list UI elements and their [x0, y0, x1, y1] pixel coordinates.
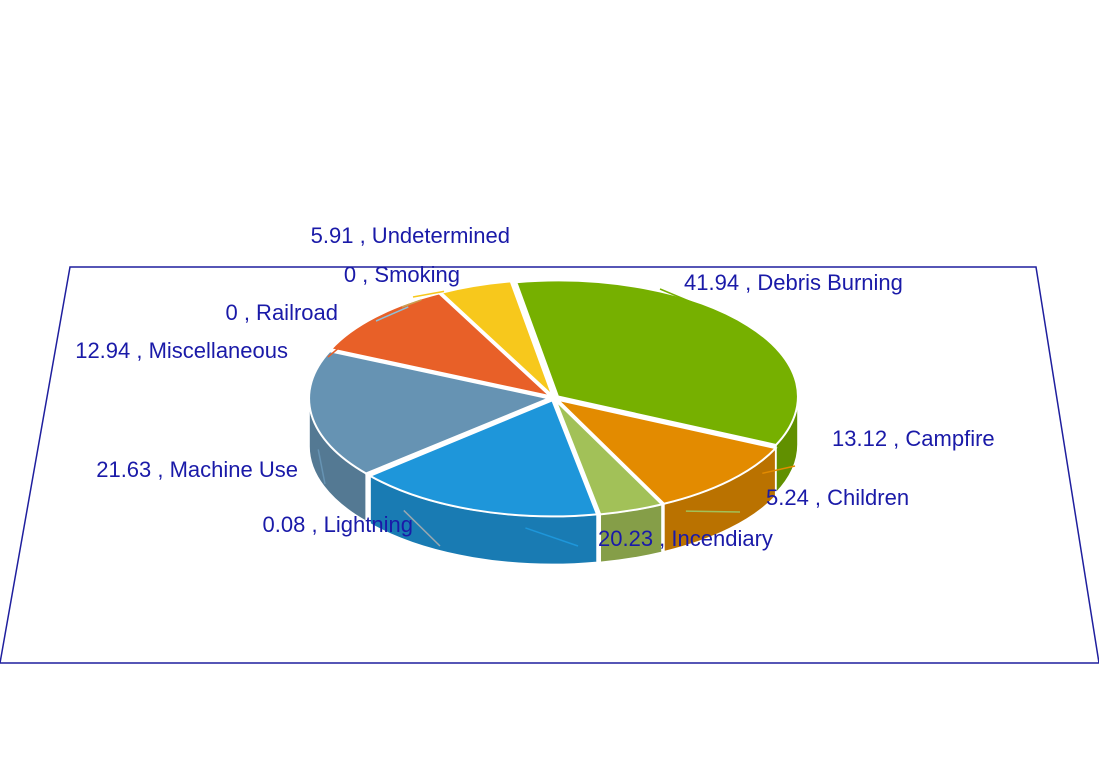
pie-slice-campfire	[554, 398, 778, 505]
pie-labels: 41.94 , Debris Burning 13.12 , Campfire 5.…	[75, 223, 994, 551]
pie-slice-incendiary	[367, 399, 599, 518]
data-label-smoking: 0 , Smoking	[344, 262, 460, 287]
data-label-machine-use: 21.63 , Machine Use	[96, 457, 298, 482]
leader-line-children	[685, 510, 741, 513]
leader-line-campfire	[762, 465, 796, 475]
data-label-debris-burning: 41.94 , Debris Burning	[684, 270, 903, 295]
leader-line-undetermined	[412, 290, 445, 298]
leader-line-machine-use	[317, 449, 326, 485]
pie-leader-lines	[317, 288, 796, 547]
data-label-undetermined: 5.91 , Undetermined	[311, 223, 510, 248]
data-label-children: 5.24 , Children	[766, 485, 909, 510]
pie-slice-undetermined	[439, 280, 554, 397]
data-label-campfire: 13.12 , Campfire	[832, 426, 995, 451]
leader-line-railroad	[375, 306, 409, 322]
leader-line-incendiary	[525, 527, 579, 547]
pie-tops	[308, 279, 799, 518]
data-label-lightning: 0.08 , Lightning	[263, 512, 413, 537]
pie-slice-lightning	[365, 398, 551, 477]
data-label-railroad: 0 , Railroad	[225, 300, 338, 325]
leader-line-lightning	[403, 509, 441, 547]
pie-slice-children	[554, 399, 664, 516]
leader-line-miscellaneous	[327, 336, 353, 358]
pie-slice-debris-burning	[514, 279, 799, 447]
leader-line-smoking	[401, 299, 422, 308]
data-label-miscellaneous: 12.94 , Miscellaneous	[75, 338, 288, 363]
pie-sides	[308, 396, 799, 566]
pie-slice-machine-use	[308, 350, 553, 475]
chart-floor	[0, 266, 1099, 664]
leader-line-debris-burning	[659, 288, 705, 308]
data-label-incendiary: 20.23 , Incendiary	[598, 526, 773, 551]
pie-slice-miscellaneous	[329, 292, 554, 399]
